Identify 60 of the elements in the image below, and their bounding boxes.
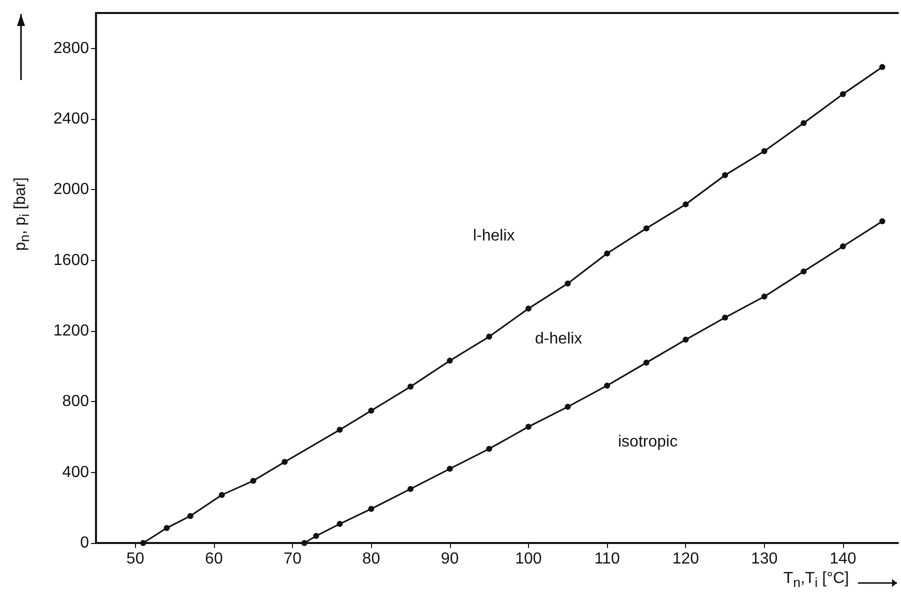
point <box>525 306 532 312</box>
point <box>604 382 610 389</box>
point <box>486 334 492 340</box>
x-tick-label: 140 <box>830 550 856 568</box>
x-tick-label: 120 <box>672 550 700 568</box>
point <box>722 314 728 321</box>
point <box>408 486 414 492</box>
x-tick-label: 50 <box>126 550 144 568</box>
point <box>800 120 807 126</box>
annotation: isotropic <box>618 434 678 450</box>
x-tick-label: 100 <box>515 550 542 568</box>
point <box>800 268 807 274</box>
point <box>722 172 728 178</box>
x-tick-label: 80 <box>362 550 380 568</box>
x-axis-title: T$_{n}$,T$_{i}$ [°C] <box>783 570 849 590</box>
point <box>368 506 374 512</box>
point <box>761 148 768 154</box>
point <box>250 478 256 484</box>
point <box>368 408 374 414</box>
point <box>282 458 288 465</box>
point <box>408 384 414 390</box>
point <box>879 218 886 224</box>
point <box>187 512 194 519</box>
y-tick-label: 0 <box>80 534 90 552</box>
point <box>164 524 170 531</box>
point <box>682 201 689 208</box>
point <box>313 532 320 539</box>
point <box>840 243 846 250</box>
point <box>336 426 343 433</box>
point <box>336 520 343 527</box>
point <box>486 446 492 452</box>
point <box>564 404 571 410</box>
point <box>604 250 610 256</box>
x-tick-label: 110 <box>594 550 620 568</box>
y-tick-label: 1600 <box>53 252 90 269</box>
point <box>682 336 689 343</box>
x-tick-label: 60 <box>205 550 223 568</box>
point <box>761 294 768 300</box>
point <box>218 492 225 498</box>
annotation: l-helix <box>473 228 515 244</box>
point <box>446 466 453 472</box>
point <box>879 64 886 70</box>
point <box>840 91 846 98</box>
point <box>643 360 650 366</box>
x-tick-label: 70 <box>284 550 302 568</box>
y-tick-label: 2800 <box>53 40 90 57</box>
point <box>140 540 146 546</box>
y-tick-label: 800 <box>62 393 90 410</box>
point <box>564 280 571 286</box>
x-tick-label: 130 <box>750 550 778 568</box>
x-tick-label: 90 <box>440 550 459 568</box>
point <box>301 540 308 546</box>
point <box>446 358 453 364</box>
y-tick-label: 2000 <box>53 181 90 198</box>
point <box>643 225 650 232</box>
y-tick-label: 400 <box>62 464 90 481</box>
y-tick-label: 1200 <box>53 322 90 340</box>
annotation: d-helix <box>535 330 582 348</box>
point <box>525 424 532 430</box>
y-tick-label: 2400 <box>53 110 90 128</box>
